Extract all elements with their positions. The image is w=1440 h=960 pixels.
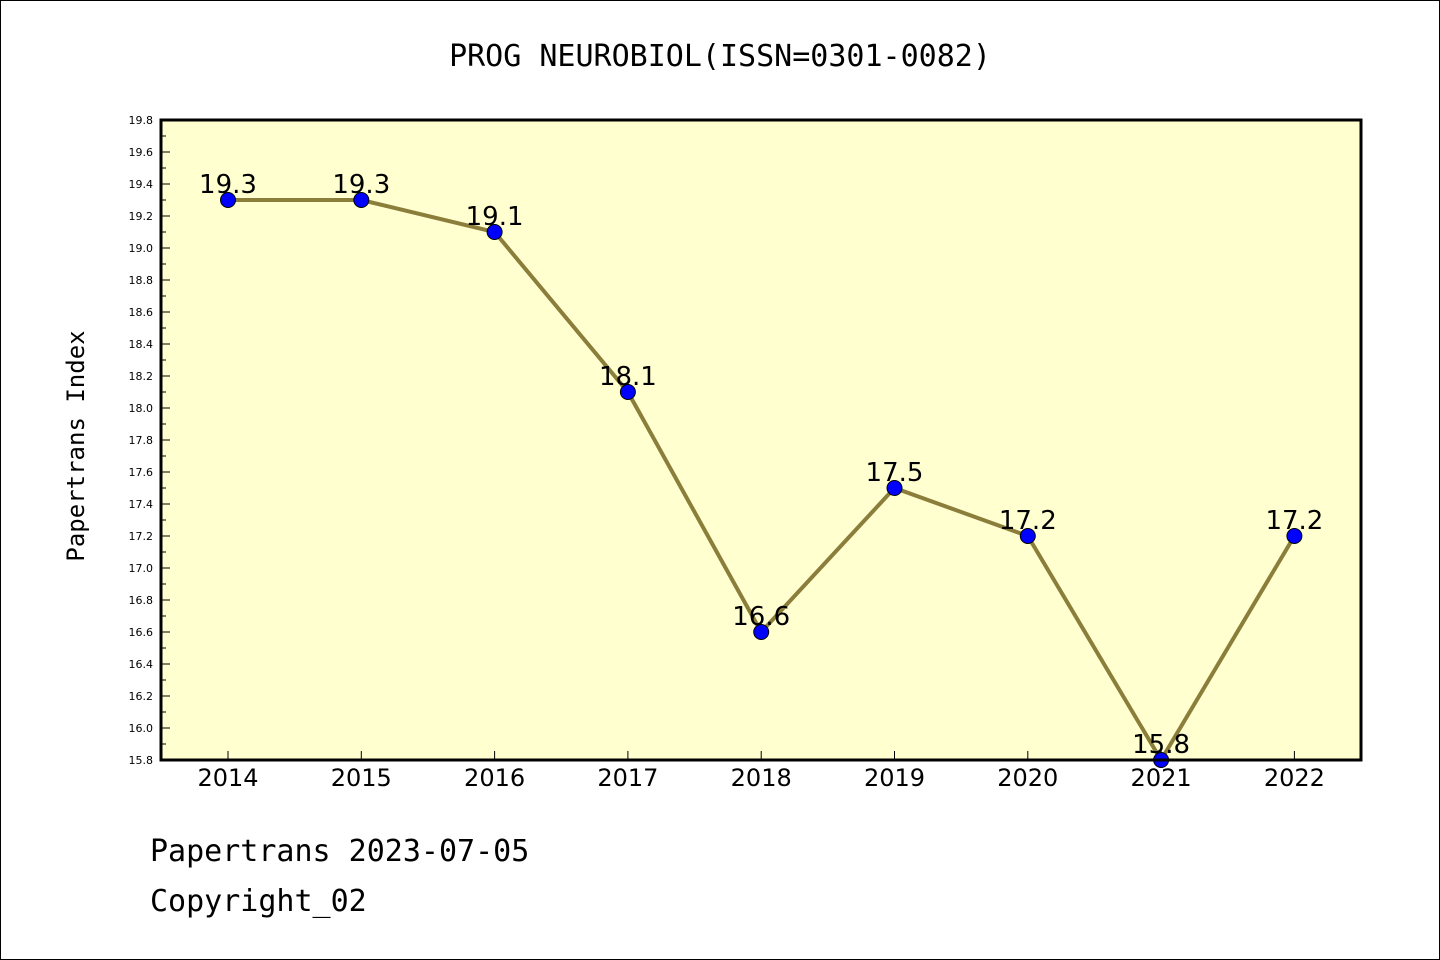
y-tick-label: 19.0 <box>129 242 154 255</box>
data-label: 18.1 <box>599 362 657 392</box>
x-tick-label: 2020 <box>997 764 1058 792</box>
data-point <box>486 224 503 240</box>
footer-copyright: Copyright_02 <box>150 884 367 919</box>
y-tick-label: 17.6 <box>129 466 154 479</box>
data-point <box>619 384 636 400</box>
y-tick-label: 16.4 <box>129 658 154 671</box>
y-tick-label: 17.2 <box>129 530 154 543</box>
x-tick-label: 2019 <box>864 764 925 792</box>
plot-border <box>159 118 1363 762</box>
chart-title: PROG NEUROBIOL(ISSN=0301-0082) <box>449 39 991 74</box>
y-tick-label: 19.2 <box>129 210 154 223</box>
y-tick-label: 16.0 <box>129 722 154 735</box>
y-tick-label: 16.8 <box>129 594 154 607</box>
data-labels: 19.3 19.3 19.1 18.1 16.6 17.5 17.2 15.8 17.2 <box>199 170 1323 760</box>
x-tick-label: 2022 <box>1264 764 1325 792</box>
data-label: 16.6 <box>732 602 790 632</box>
x-tick-label: 2016 <box>464 764 525 792</box>
x-axis: 2014 2015 2016 2017 2018 2019 2020 2021 2022 <box>197 751 1325 792</box>
y-tick-label: 19.6 <box>129 146 154 159</box>
y-tick-label: 16.6 <box>129 626 154 639</box>
y-tick-label: 17.0 <box>129 562 154 575</box>
y-tick-label: 15.8 <box>129 754 154 767</box>
data-point <box>886 480 903 496</box>
data-point <box>753 624 770 640</box>
data-label: 19.3 <box>332 170 390 200</box>
x-tick-label: 2017 <box>597 764 658 792</box>
y-tick-label: 18.0 <box>129 402 154 415</box>
footer-date: Papertrans 2023-07-05 <box>150 834 530 869</box>
y-tick-label: 19.4 <box>129 178 154 191</box>
y-tick-label: 19.8 <box>129 114 154 127</box>
y-tick-label: 17.4 <box>129 498 154 511</box>
data-label: 15.8 <box>1132 730 1190 760</box>
plot-area <box>161 120 1361 760</box>
x-tick-label: 2015 <box>331 764 392 792</box>
data-label: 19.3 <box>199 170 257 200</box>
data-label: 17.5 <box>866 458 924 488</box>
data-label: 17.2 <box>999 506 1057 536</box>
data-point <box>353 192 370 208</box>
data-point <box>1286 528 1303 544</box>
y-tick-label: 18.6 <box>129 306 154 319</box>
data-point <box>1019 528 1036 544</box>
x-tick-label: 2014 <box>197 764 258 792</box>
y-tick-label: 18.8 <box>129 274 154 287</box>
y-tick-label: 18.4 <box>129 338 154 351</box>
x-tick-label: 2021 <box>1131 764 1192 792</box>
y-tick-label: 16.2 <box>129 690 154 703</box>
data-label: 19.1 <box>466 202 524 232</box>
y-tick-label: 17.8 <box>129 434 154 447</box>
data-label: 17.2 <box>1265 506 1323 536</box>
y-axis-label: Papertrans Index <box>62 330 90 561</box>
x-tick-label: 2018 <box>731 764 792 792</box>
y-tick-label: 18.2 <box>129 370 154 383</box>
data-point <box>220 192 236 208</box>
